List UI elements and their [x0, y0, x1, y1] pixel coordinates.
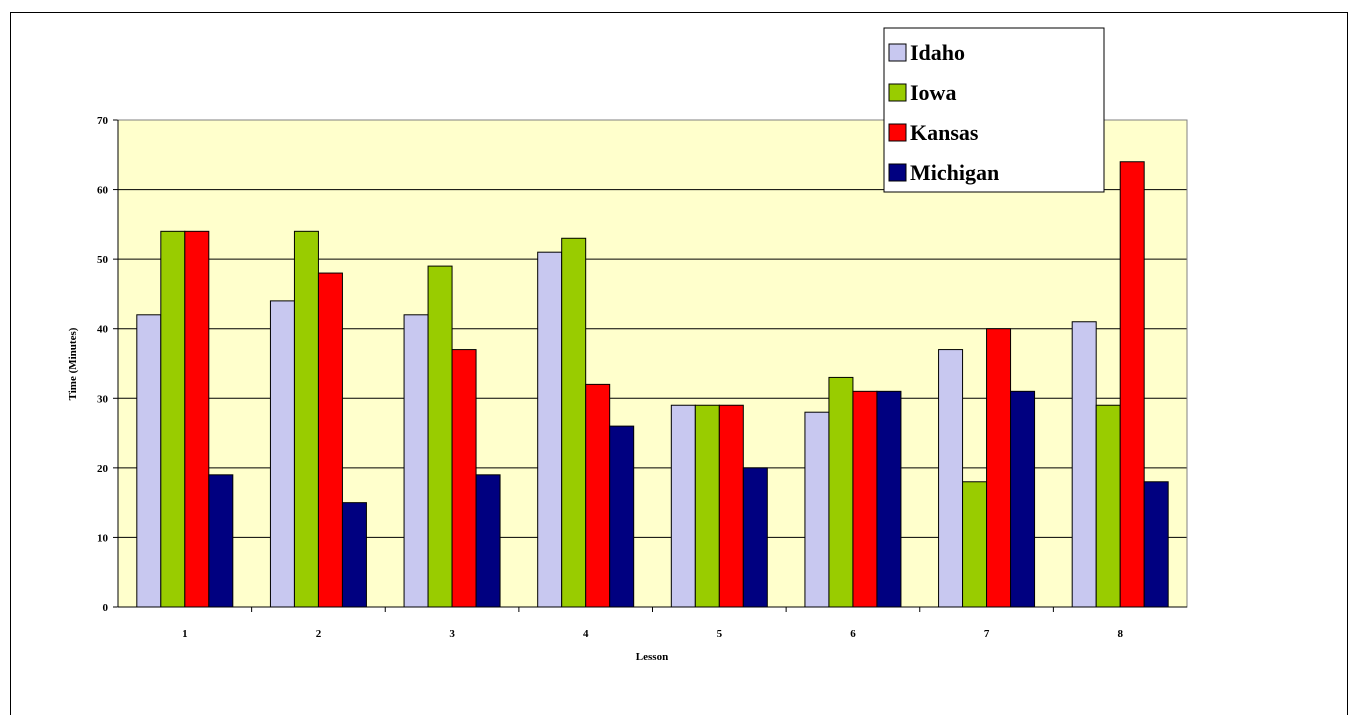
bar-michigan-7: [1010, 390, 1036, 608]
bar-kansas-8: [1119, 161, 1145, 608]
bar-iowa-6: [828, 376, 854, 608]
x-tick-label: 6: [850, 628, 856, 640]
legend-swatch-michigan: [888, 163, 907, 182]
bar-idaho-6: [804, 411, 830, 608]
legend-swatch-idaho: [888, 43, 907, 62]
bar-iowa-3: [427, 265, 453, 608]
bar-idaho-3: [403, 314, 429, 608]
y-tick-label: 40: [97, 324, 109, 336]
bar-michigan-5: [742, 467, 768, 608]
bar-iowa-1: [160, 230, 186, 608]
x-tick-label: 5: [717, 628, 723, 640]
bar-idaho-4: [537, 251, 563, 608]
bar-kansas-6: [852, 390, 878, 608]
legend-label-idaho: Idaho: [910, 40, 965, 65]
legend-label-michigan: Michigan: [910, 160, 999, 185]
bar-kansas-3: [451, 349, 477, 608]
x-axis-title: Lesson: [636, 651, 668, 663]
bar-idaho-2: [269, 300, 295, 608]
bar-iowa-2: [293, 230, 319, 608]
bar-michigan-1: [208, 474, 234, 608]
bar-idaho-1: [136, 314, 162, 608]
legend-label-iowa: Iowa: [910, 80, 956, 105]
chart-frame: [10, 12, 1348, 715]
bar-michigan-6: [876, 390, 902, 608]
bar-kansas-2: [317, 272, 343, 608]
bar-michigan-8: [1143, 481, 1169, 608]
axes: [113, 119, 1188, 612]
bar-iowa-4: [561, 237, 587, 608]
legend-box: [883, 27, 1105, 193]
bar-michigan-3: [475, 474, 501, 608]
y-tick-label: 60: [97, 185, 109, 197]
y-axis-title: Time (Minutes): [67, 327, 79, 400]
bar-iowa-8: [1095, 404, 1121, 608]
bar-kansas-5: [718, 404, 744, 608]
y-tick-labels: 0 10 20 30 40 50 60 70: [97, 115, 109, 614]
bar-idaho-8: [1071, 321, 1097, 608]
legend-swatch-iowa: [888, 83, 907, 102]
y-tick-label: 0: [103, 602, 109, 614]
y-tick-label: 30: [97, 393, 109, 405]
y-tick-label: 50: [97, 254, 109, 266]
bar-iowa-7: [962, 481, 988, 608]
legend-swatch-kansas: [888, 123, 907, 142]
y-tick-label: 10: [97, 532, 109, 544]
y-tick-label: 70: [97, 115, 109, 127]
x-tick-label: 2: [316, 628, 322, 640]
bar-idaho-5: [670, 404, 696, 608]
bar-iowa-5: [694, 404, 720, 608]
y-tick-label: 20: [97, 463, 109, 475]
bars: [136, 161, 1169, 608]
bar-kansas-1: [184, 230, 210, 608]
x-tick-labels: 1 2 3 4 5 6 7 8: [182, 628, 1123, 640]
x-tick-label: 1: [182, 628, 188, 640]
x-tick-label: 3: [449, 628, 455, 640]
bar-michigan-2: [341, 502, 367, 608]
legend-label-kansas: Kansas: [910, 120, 979, 145]
bar-michigan-4: [609, 425, 635, 608]
x-tick-label: 7: [984, 628, 990, 640]
x-tick-label: 8: [1117, 628, 1123, 640]
bar-kansas-4: [585, 383, 611, 608]
x-tick-label: 4: [583, 628, 589, 640]
legend: Idaho Iowa Kansas Michigan: [883, 27, 1105, 193]
bar-kansas-7: [986, 328, 1012, 608]
bar-idaho-7: [938, 349, 964, 608]
